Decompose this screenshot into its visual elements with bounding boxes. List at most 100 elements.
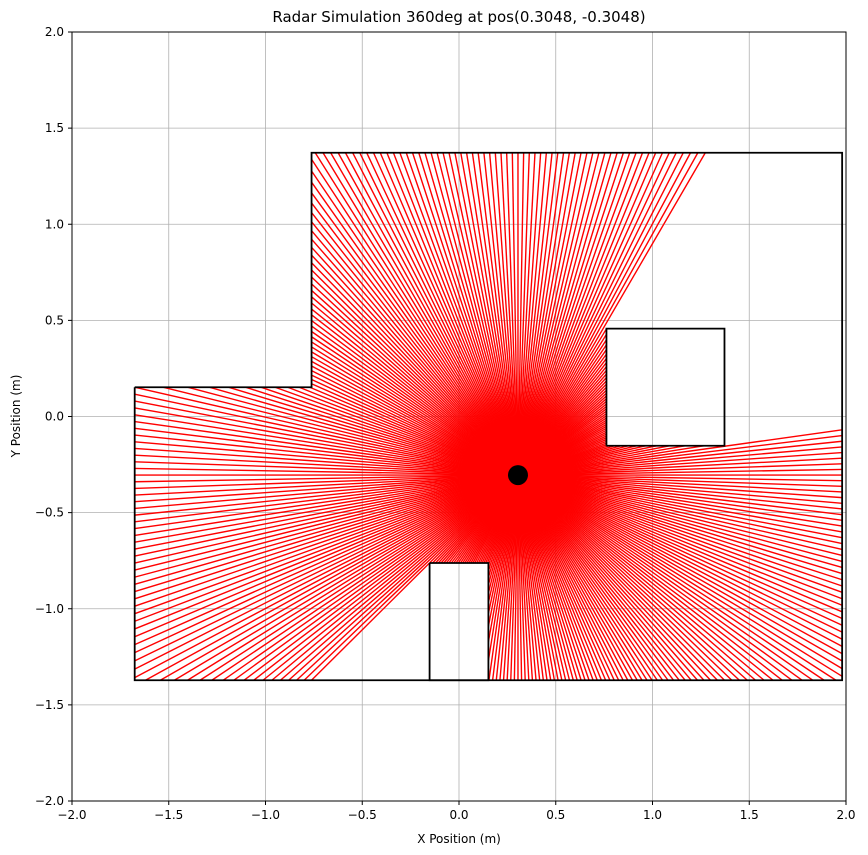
- radar-ray: [311, 212, 519, 476]
- radar-ray: [517, 457, 843, 476]
- obstacle-wall: [605, 327, 726, 447]
- radar-ray: [253, 474, 519, 681]
- radar-ray: [517, 152, 582, 476]
- radar-ray: [311, 283, 519, 476]
- radar-ray: [517, 152, 571, 476]
- radar-ray: [134, 474, 519, 503]
- radar-ray: [311, 319, 519, 476]
- radar-ray: [517, 474, 843, 527]
- radar-ray: [517, 474, 843, 539]
- radar-ray: [310, 192, 519, 476]
- radar-ray: [517, 152, 684, 476]
- radar-ray: [311, 330, 519, 476]
- walls: [133, 151, 844, 682]
- radar-ray: [399, 152, 519, 476]
- radar-ray: [517, 152, 625, 476]
- radar-ray: [303, 474, 519, 681]
- radar-ray: [517, 451, 843, 476]
- radar-ray: [134, 427, 519, 476]
- radar-ray: [134, 461, 519, 476]
- radar-ray: [134, 474, 519, 670]
- radar-ray: [517, 474, 740, 681]
- y-axis-label: Y Position (m): [9, 375, 23, 459]
- radar-ray: [134, 447, 519, 476]
- radar-ray: [517, 446, 843, 476]
- radar-ray: [483, 152, 519, 476]
- radar-ray: [517, 474, 843, 557]
- radar-ray: [134, 474, 519, 571]
- radar-ray: [411, 152, 519, 476]
- radar-ray: [517, 474, 712, 681]
- radar-ray: [134, 407, 519, 476]
- radar-ray: [134, 474, 519, 600]
- radar-ray: [405, 152, 519, 476]
- x-tick-label: −1.5: [154, 808, 183, 822]
- radar-ray: [517, 474, 814, 681]
- radar-ray: [517, 474, 803, 681]
- radar-ray: [311, 230, 519, 476]
- radar-ray: [494, 152, 519, 476]
- radar-ray: [288, 474, 519, 681]
- radar-ray: [310, 474, 519, 681]
- radar-ray: [134, 474, 519, 496]
- radar-ray: [262, 474, 519, 681]
- radar-ray: [477, 152, 519, 476]
- radar-ray: [517, 474, 765, 681]
- radar-ray: [311, 341, 519, 476]
- radar-ray: [517, 152, 536, 476]
- radar-ray: [134, 467, 518, 476]
- radar-ray: [517, 474, 774, 681]
- radar-ray: [517, 474, 658, 681]
- radar-ray: [517, 474, 675, 681]
- radar-ray: [228, 386, 519, 476]
- radar-ray: [134, 474, 519, 615]
- radar-ray: [134, 386, 519, 476]
- radar-ray: [311, 336, 519, 476]
- radar-ray: [134, 474, 519, 523]
- radar-ray: [209, 386, 519, 476]
- radar-ray: [134, 474, 519, 578]
- radar-ray: [517, 429, 843, 476]
- radar-ray: [311, 325, 519, 476]
- radar-ray: [517, 474, 648, 681]
- radar-ray: [199, 474, 519, 681]
- radar-ray: [511, 152, 519, 476]
- x-tick-label: −1.0: [251, 808, 280, 822]
- outer-wall: [133, 151, 844, 682]
- radar-ray: [134, 400, 519, 476]
- radar-ray: [134, 441, 519, 476]
- radar-ray: [311, 289, 519, 476]
- radar-ray: [517, 152, 631, 476]
- radar-ray: [366, 152, 519, 476]
- radar-ray: [134, 454, 519, 476]
- x-tick-label: 2.0: [836, 808, 855, 822]
- radar-ray: [517, 152, 576, 476]
- radar-ray: [430, 152, 519, 476]
- radar-ray: [310, 170, 519, 476]
- y-tick-label: −0.5: [35, 506, 64, 520]
- radar-ray: [517, 474, 669, 681]
- radar-ray: [187, 386, 519, 476]
- radar-ray: [517, 474, 686, 681]
- radar-ray: [274, 386, 519, 476]
- radar-ray: [134, 393, 519, 476]
- radar-ray: [134, 474, 519, 550]
- radar-ray: [517, 474, 843, 587]
- radar-ray: [311, 246, 519, 476]
- radar-ray: [517, 474, 843, 516]
- obstacle-wall: [428, 562, 490, 682]
- radar-ray: [310, 181, 519, 476]
- radar-ray: [517, 474, 843, 510]
- radar-ray: [134, 474, 519, 557]
- radar-ray: [517, 474, 843, 504]
- radar-ray: [134, 474, 519, 607]
- x-axis-label: X Position (m): [417, 832, 501, 846]
- x-tick-label: −0.5: [348, 808, 377, 822]
- radar-ray: [517, 474, 843, 563]
- radar-ray: [311, 308, 519, 476]
- radar-ray: [134, 474, 519, 593]
- radar-ray: [134, 474, 519, 662]
- radar-ray: [517, 474, 843, 488]
